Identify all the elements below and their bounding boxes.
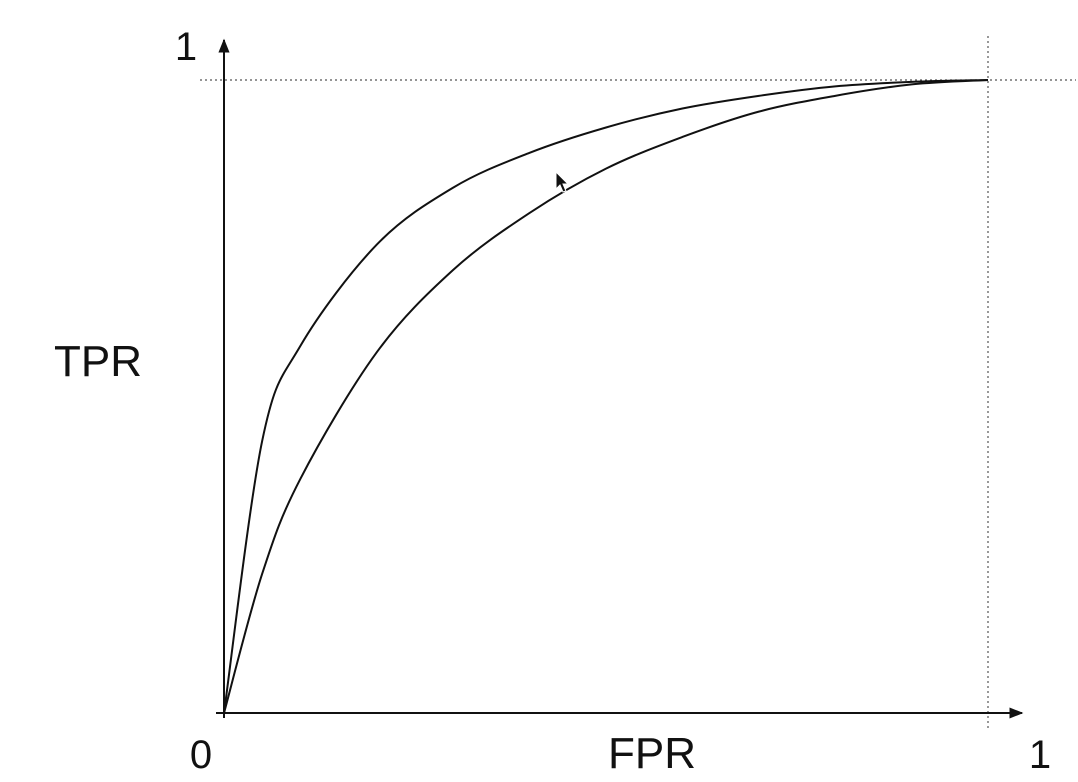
x-tick-label-1: 1 xyxy=(1029,733,1051,777)
x-tick-label-0: 0 xyxy=(190,733,212,777)
roc-curve-2 xyxy=(223,79,989,714)
x-axis-label: FPR xyxy=(608,729,696,778)
y-tick-label-1: 1 xyxy=(175,25,197,69)
roc-curve-1 xyxy=(223,79,989,714)
mouse-cursor-icon xyxy=(555,170,570,193)
y-axis-label: TPR xyxy=(54,337,142,386)
series-group xyxy=(223,79,989,714)
